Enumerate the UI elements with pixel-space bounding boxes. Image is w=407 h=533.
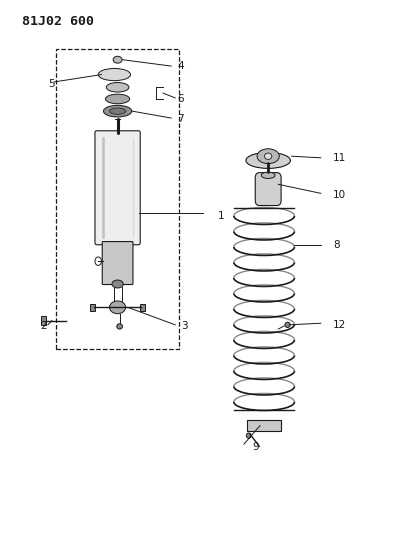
Text: 10: 10 [333, 190, 346, 200]
Ellipse shape [261, 172, 275, 179]
Text: 9: 9 [252, 442, 258, 452]
Ellipse shape [246, 152, 291, 168]
Bar [41, 317, 46, 325]
Ellipse shape [246, 433, 251, 438]
Ellipse shape [103, 106, 132, 117]
Ellipse shape [106, 83, 129, 92]
Text: 5: 5 [48, 78, 55, 88]
Bar [247, 419, 281, 431]
Text: 7: 7 [177, 114, 184, 124]
Ellipse shape [112, 280, 123, 288]
Text: 1: 1 [218, 211, 224, 221]
Ellipse shape [285, 322, 290, 327]
FancyBboxPatch shape [95, 131, 140, 245]
Text: 4: 4 [177, 61, 184, 71]
Ellipse shape [265, 153, 272, 159]
Ellipse shape [105, 94, 130, 104]
Text: 6: 6 [177, 94, 184, 104]
Bar [140, 304, 145, 311]
Ellipse shape [98, 68, 131, 80]
Ellipse shape [257, 149, 279, 164]
Ellipse shape [109, 108, 126, 114]
Text: 12: 12 [333, 320, 346, 330]
Text: 2: 2 [40, 321, 46, 331]
Text: 81J02 600: 81J02 600 [22, 14, 94, 28]
Text: 8: 8 [333, 240, 339, 251]
Ellipse shape [113, 56, 122, 63]
Text: 3: 3 [181, 321, 188, 331]
Bar [56, 49, 179, 349]
Text: 11: 11 [333, 153, 346, 163]
Ellipse shape [109, 301, 126, 314]
FancyBboxPatch shape [102, 241, 133, 285]
Ellipse shape [117, 324, 123, 329]
FancyBboxPatch shape [255, 173, 281, 206]
Bar [90, 304, 95, 311]
